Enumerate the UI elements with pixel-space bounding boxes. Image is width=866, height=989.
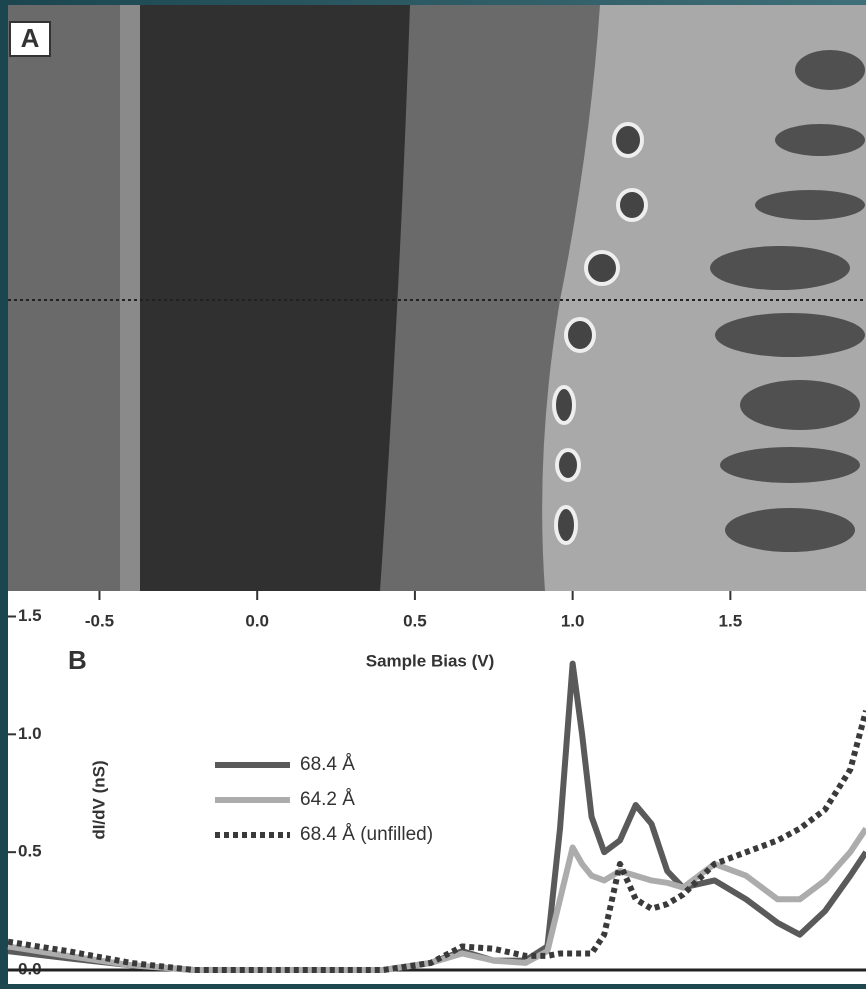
map-rings xyxy=(552,122,648,545)
panel-label: B xyxy=(68,645,87,675)
y-axis-label: dI/dV (nS) xyxy=(89,760,108,839)
map-band xyxy=(120,5,140,591)
x-tick-label: 0.5 xyxy=(403,611,427,630)
panel-b-background xyxy=(8,591,866,984)
x-tick-label: 0.0 xyxy=(245,611,269,630)
panel-a-image: A xyxy=(8,5,866,591)
y-tick-label: 1.0 xyxy=(18,724,42,743)
panel-label-box xyxy=(9,21,51,57)
x-tick-label: 1.0 xyxy=(561,611,585,630)
map-lobes xyxy=(710,50,865,552)
x-axis-label: Sample Bias (V) xyxy=(366,651,495,670)
panel-label: A xyxy=(21,23,40,53)
x-tick-label: 1.5 xyxy=(719,611,743,630)
map-gap xyxy=(140,5,410,591)
legend-label: 68.4 Å xyxy=(300,754,355,775)
series-line xyxy=(7,709,866,973)
plot: -0.50.00.51.01.50.00.51.01.568.4 Å64.2 Å… xyxy=(7,591,866,978)
legend-label: 68.4 Å (unfilled) xyxy=(300,824,433,845)
series-line xyxy=(7,826,866,973)
y-tick-label: 0.5 xyxy=(18,842,42,861)
x-tick-label: -0.5 xyxy=(85,611,114,630)
y-tick-label: 1.5 xyxy=(18,606,42,625)
legend-label: 64.2 Å xyxy=(300,789,355,810)
